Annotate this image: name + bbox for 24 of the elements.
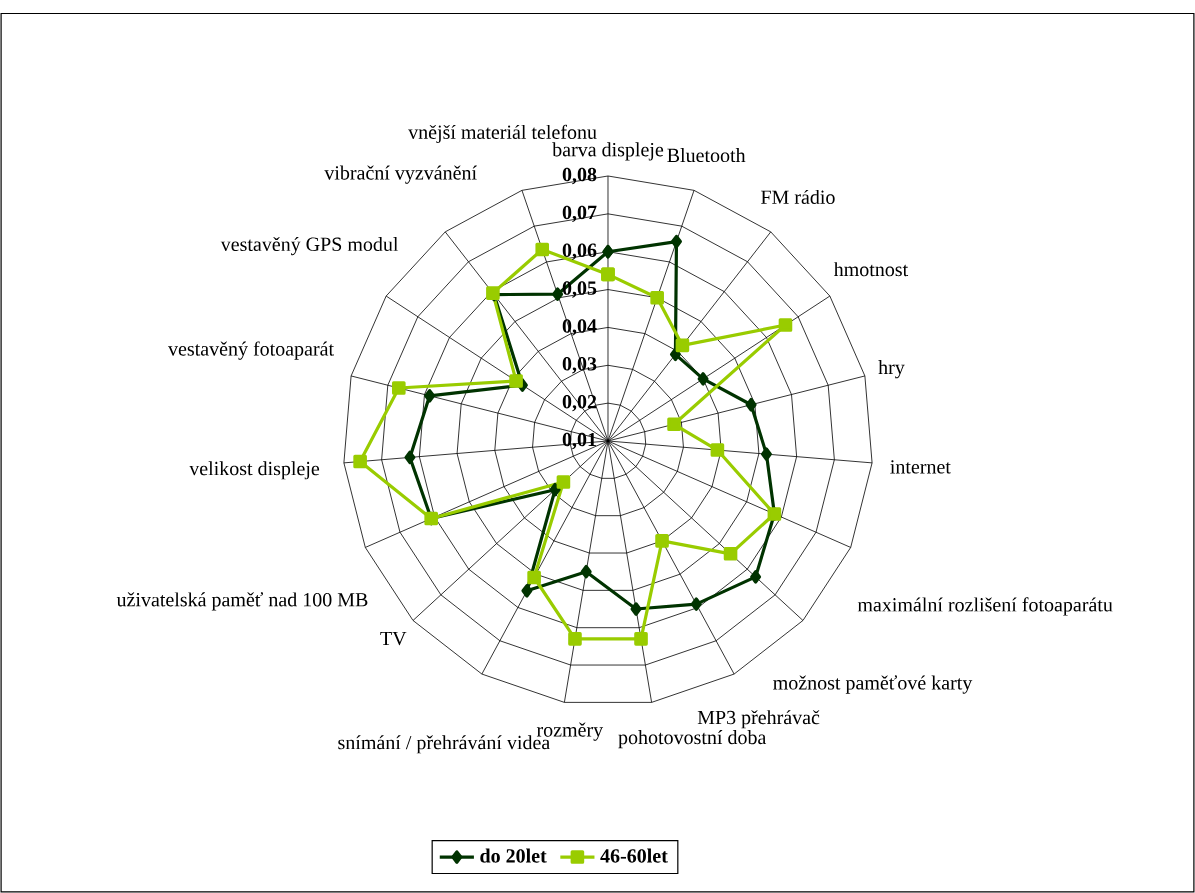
spoke-label: vibrační vyzvánění [324,165,477,184]
y-tick-label: 0,02 [562,394,597,412]
spoke-label: uživatelská paměť nad 100 MB [116,592,368,611]
y-tick-label: 0,04 [562,319,597,336]
spoke-label: Bluetooth [667,148,746,163]
spoke-label: FM rádio [761,189,835,204]
legend-label: 46-60let [600,848,668,863]
spoke-label: TV [380,631,407,646]
spoke-label: maximální rozlišení fotoaparátu [857,597,1113,616]
spoke-label: vestavěný fotoaparát [168,341,334,360]
spoke-label: internet [890,460,951,474]
spoke-label: pohotovostní doba [618,730,767,749]
spoke-label: hmotnost [833,262,909,277]
legend-label: do 20let [480,848,547,863]
spoke-label: MP3 přehrávač [697,710,820,729]
y-tick-label: 0,06 [562,243,597,260]
spoke-label: možnost paměťové karty [773,675,973,694]
y-tick-label: 0,07 [562,205,597,223]
y-tick-label: 0,03 [562,357,597,374]
spoke-label: vestavěný GPS modul [220,236,399,256]
spoke-label: hry [878,360,905,379]
spoke-label: velikost displeje [189,461,320,480]
spoke-label: barva displeje [552,142,664,161]
y-tick-label: 0,08 [562,167,597,185]
